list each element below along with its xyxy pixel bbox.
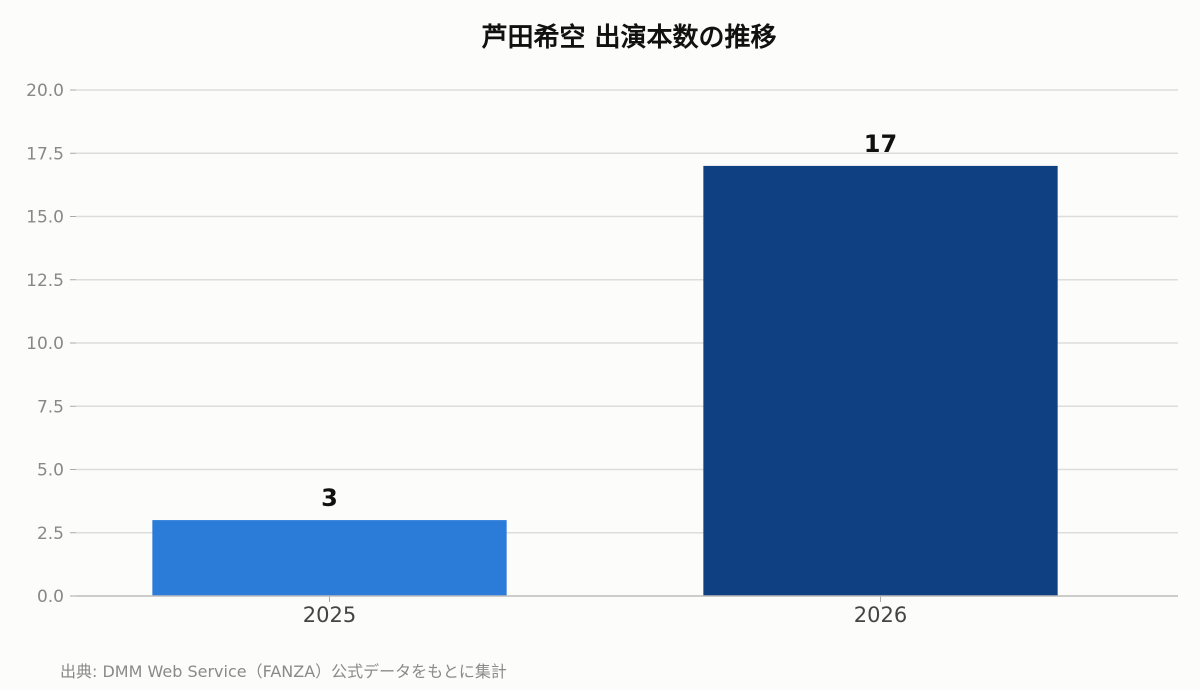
chart-title: 芦田希空 出演本数の推移 (481, 22, 776, 53)
y-tick-label: 10.0 (26, 334, 64, 354)
bars (152, 165, 1058, 596)
bar-2025 (152, 520, 507, 596)
y-tick-label: 5.0 (37, 461, 64, 481)
y-axis-ticks: 0.0 2.5 5.0 7.5 10.0 12.5 15.0 17.5 20.0 (26, 81, 76, 607)
data-labels: 3 17 (321, 130, 897, 512)
y-tick-label: 7.5 (37, 397, 64, 417)
y-tick-label: 0.0 (37, 587, 64, 607)
y-tick-label: 20.0 (26, 81, 64, 101)
x-tick-label: 2026 (854, 603, 907, 627)
source-note: 出典: DMM Web Service（FANZA）公式データをもとに集計 (60, 662, 507, 681)
x-axis-ticks: 2025 2026 (303, 596, 907, 627)
data-label-2026: 17 (864, 130, 897, 158)
bar-2026 (703, 165, 1058, 596)
grid-lines (76, 89, 1178, 534)
data-label-2025: 3 (321, 484, 338, 512)
y-tick-label: 15.0 (26, 208, 64, 228)
y-tick-label: 12.5 (26, 271, 64, 291)
y-tick-label: 17.5 (26, 144, 64, 164)
x-tick-label: 2025 (303, 603, 356, 627)
y-tick-label: 2.5 (37, 524, 64, 544)
